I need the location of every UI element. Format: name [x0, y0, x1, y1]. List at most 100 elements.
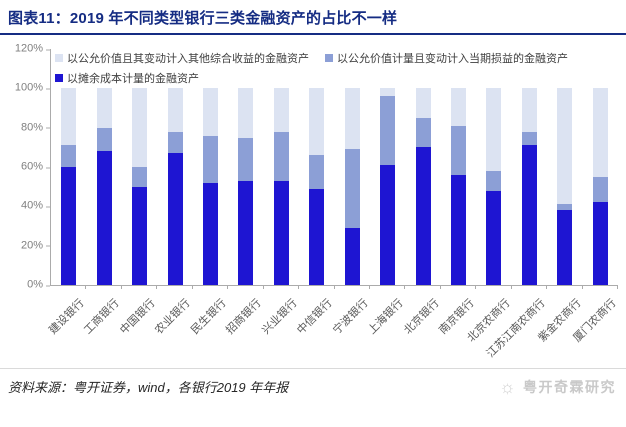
x-ticks: [51, 285, 618, 289]
bar-segment: [557, 210, 573, 285]
bar-segment: [451, 174, 467, 285]
x-tick: [405, 285, 441, 289]
bar-segment: [273, 131, 289, 181]
bar-segment: [557, 204, 573, 211]
bar-column: [380, 88, 396, 285]
y-tick-label: 120%: [15, 43, 51, 55]
x-tick: [51, 285, 87, 289]
bar-column: [167, 88, 183, 285]
figure-title: 图表11：2019 年不同类型银行三类金融资产的占比不一样: [8, 10, 398, 27]
brand-watermark-text: 粤开奇霖研究: [523, 379, 616, 395]
bar-segment: [132, 186, 148, 285]
bar-segment: [167, 88, 183, 132]
x-axis-label: 上海银行: [366, 297, 406, 337]
x-axis-label: 民生银行: [188, 297, 229, 337]
x-axis-label: 北京银行: [401, 297, 442, 337]
x-tick: [335, 285, 370, 289]
x-axis-label: 兴业银行: [259, 297, 300, 337]
bar-segment: [238, 88, 254, 138]
bar-segment: [486, 190, 502, 285]
bar-column: [486, 88, 502, 285]
x-tick: [370, 285, 406, 289]
x-tick: [441, 285, 477, 289]
legend-item-fvtpl: 以公允价值计量且变动计入当期损益的金融资产: [325, 50, 568, 66]
sun-icon: ☼: [499, 377, 517, 397]
chart-area: 0% 20% 40% 60% 80% 100% 120% 以公允价值且其变动计入其他综合收益…: [6, 43, 619, 368]
figure-title-bar: 图表11：2019 年不同类型银行三类金融资产的占比不一样: [0, 0, 626, 35]
bar-segment: [415, 88, 431, 118]
bar-column: [451, 88, 467, 285]
bar-segment: [344, 88, 360, 150]
brand-watermark: ☼ 粤开奇霖研究: [499, 377, 616, 397]
bar-segment: [380, 88, 396, 97]
bar-segment: [273, 180, 289, 285]
y-tick-label: 20%: [21, 240, 51, 251]
x-axis-label: 工商银行: [82, 297, 122, 337]
x-axis-label: 招商银行: [224, 297, 264, 337]
bar-column: [309, 88, 325, 285]
bar-segment: [380, 96, 396, 166]
bar-column: [202, 88, 218, 285]
x-tick: [476, 285, 512, 289]
bar-column: [592, 88, 608, 285]
bar-segment: [167, 131, 183, 154]
bar-segment: [592, 88, 608, 177]
bar-segment: [273, 88, 289, 132]
plot-area: 以公允价值且其变动计入其他综合收益的金融资产 以公允价值计量且变动计入当期损益的…: [50, 49, 618, 289]
bar-column: [238, 88, 254, 285]
y-tick-label: 80%: [21, 122, 51, 133]
y-axis: 0% 20% 40% 60% 80% 100% 120%: [6, 43, 51, 290]
bar-segment: [592, 176, 608, 203]
bar-column: [521, 88, 537, 285]
bar-segment: [61, 88, 77, 146]
y-tick-label: 100%: [15, 82, 51, 94]
bars: [51, 49, 618, 285]
bar-segment: [521, 145, 537, 285]
bar-segment: [521, 88, 537, 132]
x-axis-label: 农业银行: [153, 297, 193, 337]
x-axis-label: 中信银行: [295, 297, 335, 337]
x-tick: [547, 285, 583, 289]
amortized-cost-swatch-icon: [55, 74, 63, 82]
fvoci-swatch-icon: [55, 54, 63, 62]
x-tick: [583, 285, 618, 289]
bar-segment: [96, 151, 112, 285]
bar-segment: [380, 165, 396, 285]
bar-column: [132, 88, 148, 285]
bar-segment: [451, 88, 467, 126]
x-tick: [193, 285, 229, 289]
y-tick-label: 0%: [27, 279, 50, 291]
bar-segment: [521, 131, 537, 146]
bar-segment: [132, 88, 148, 168]
x-tick: [512, 285, 548, 289]
x-tick: [299, 285, 335, 289]
x-tick: [264, 285, 300, 289]
x-labels: 建设银行 工商银行 中国银行 农业银行 民生银行 招商银行 兴业银行 中信银行 宁波银行 上海银行…: [47, 286, 619, 368]
bar-segment: [309, 188, 325, 285]
bar-segment: [557, 88, 573, 205]
x-tick: [157, 285, 193, 289]
bar-column: [557, 88, 573, 285]
bar-segment: [238, 137, 254, 181]
bar-segment: [167, 153, 183, 285]
legend: 以公允价值且其变动计入其他综合收益的金融资产 以公允价值计量且变动计入当期损益的…: [55, 50, 618, 90]
legend-label: 以摊余成本计量的金融资产: [67, 73, 199, 85]
x-axis-label: 建设银行: [46, 297, 87, 337]
bar-segment: [238, 180, 254, 285]
bar-column: [344, 88, 360, 285]
x-tick: [228, 285, 264, 289]
x-axis-label: 中国银行: [117, 297, 158, 337]
bar-column: [415, 88, 431, 285]
bar-column: [61, 88, 77, 285]
bar-segment: [202, 135, 218, 183]
source-note: 资料来源：粤开证券，wind，各银行2019 年年报: [8, 380, 289, 395]
bar-column: [96, 88, 112, 285]
y-tick-label: 40%: [21, 200, 51, 212]
bar-segment: [309, 155, 325, 189]
legend-label: 以公允价值计量且变动计入当期损益的金融资产: [337, 53, 568, 65]
bar-segment: [202, 182, 218, 285]
bar-segment: [344, 149, 360, 228]
bar-segment: [61, 145, 77, 168]
x-axis-label: 宁波银行: [330, 297, 371, 337]
bar-segment: [309, 88, 325, 156]
